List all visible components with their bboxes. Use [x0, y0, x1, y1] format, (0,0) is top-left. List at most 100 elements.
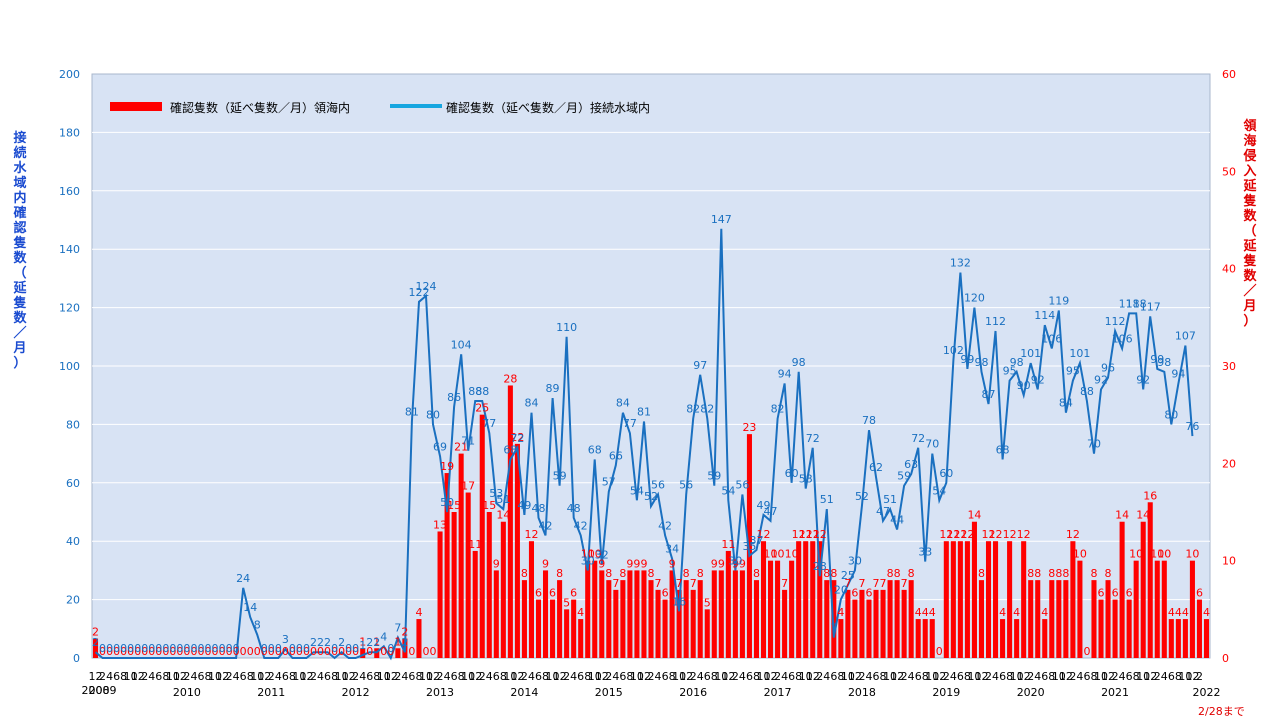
- line-value-label: 81: [405, 405, 419, 418]
- line-value-label: 117: [1140, 300, 1161, 313]
- month-tick-label: 6: [577, 670, 584, 683]
- month-tick-label: 2: [563, 670, 570, 683]
- bar-value-label: 0: [148, 645, 155, 658]
- axis-title-char: 領: [1243, 118, 1257, 134]
- bar: [950, 541, 956, 658]
- bar-value-label: 0: [155, 645, 162, 658]
- bar: [535, 599, 542, 658]
- month-tick-label: 6: [1041, 670, 1048, 683]
- month-tick-label: 10: [967, 670, 981, 683]
- year-label: 2015: [595, 686, 623, 699]
- bar: [437, 531, 443, 658]
- bar: [1091, 580, 1097, 658]
- right-tick-label: 50: [1222, 165, 1236, 178]
- left-tick-label: 80: [66, 418, 80, 431]
- line-value-label: 47: [764, 505, 778, 518]
- line-value-label: 82: [700, 403, 714, 416]
- month-tick-label: 6: [915, 670, 922, 683]
- line-value-label: 52: [855, 490, 869, 503]
- bar-value-label: 12: [946, 528, 960, 541]
- bar-value-label: 0: [162, 645, 169, 658]
- line-value-label: 124: [415, 280, 436, 293]
- bar-value-label: 0: [310, 645, 317, 658]
- axis-title-char: （: [1243, 223, 1256, 239]
- line-value-label: 97: [693, 359, 707, 372]
- bar-value-label: 0: [127, 645, 134, 658]
- month-tick-label: 12: [974, 670, 988, 683]
- bar-value-label: 6: [1098, 587, 1105, 600]
- line-value-label: 0: [219, 642, 226, 655]
- line-value-label: 2: [324, 636, 331, 649]
- axis-title-char: 海: [1243, 133, 1256, 149]
- bar: [1168, 619, 1174, 658]
- bar: [880, 589, 886, 658]
- bar-value-label: 0: [106, 645, 113, 658]
- bar: [92, 638, 99, 658]
- bar: [1077, 560, 1083, 658]
- bar: [521, 580, 527, 658]
- bar: [1112, 599, 1118, 658]
- bar: [571, 599, 577, 658]
- line-value-label: 50: [440, 496, 454, 509]
- line-value-label: 0: [289, 642, 296, 655]
- bar: [894, 580, 900, 658]
- month-tick-label: 6: [366, 670, 373, 683]
- month-tick-label: 4: [486, 670, 493, 683]
- month-tick-label: 8: [753, 670, 760, 683]
- bar-value-label: 4: [929, 606, 936, 619]
- month-tick-label: 2: [183, 670, 190, 683]
- month-tick-label: 8: [247, 670, 254, 683]
- bar-value-label: 7: [880, 577, 887, 590]
- bar: [1021, 541, 1027, 658]
- bar-value-label: 7: [655, 577, 662, 590]
- month-tick-label: 10: [1094, 670, 1108, 683]
- bar-value-label: 10: [785, 548, 799, 561]
- line-value-label: 94: [778, 368, 792, 381]
- month-tick-label: 8: [1048, 670, 1055, 683]
- month-tick-label: 8: [711, 670, 718, 683]
- bar-value-label: 0: [408, 645, 415, 658]
- bar-value-label: 14: [967, 509, 981, 522]
- month-tick-label: 12: [806, 670, 820, 683]
- month-tick-label: 8: [500, 670, 507, 683]
- bar: [866, 599, 872, 658]
- right-tick-label: 10: [1222, 555, 1236, 568]
- line-value-label: 0: [331, 642, 338, 655]
- left-axis-ticks: 0 20 40 60 80 100 120 140 160 180 200: [59, 68, 80, 665]
- month-tick-label: 12: [131, 670, 145, 683]
- bar-value-label: 0: [366, 645, 373, 658]
- month-tick-label: 10: [124, 670, 138, 683]
- bar-value-label: 10: [764, 548, 778, 561]
- bar-value-label: 0: [141, 645, 148, 658]
- line-value-label: 0: [275, 642, 282, 655]
- bar-value-label: 12: [806, 528, 820, 541]
- bar-value-label: 9: [732, 557, 739, 570]
- month-tick-label: 10: [419, 670, 433, 683]
- month-tick-label: 12: [468, 670, 482, 683]
- bar-value-label: 0: [99, 645, 106, 658]
- bar-value-label: 9: [493, 557, 500, 570]
- bar: [782, 589, 788, 658]
- bar: [1035, 580, 1041, 658]
- month-tick-label: 12: [510, 670, 524, 683]
- bar-value-label: 9: [669, 557, 676, 570]
- month-tick-label: 10: [461, 670, 475, 683]
- month-tick-label: 10: [546, 670, 560, 683]
- month-tick-label: 10: [377, 670, 391, 683]
- bar-value-label: 11: [468, 538, 482, 551]
- bar-value-label: 7: [690, 577, 697, 590]
- month-tick-label: 4: [317, 670, 324, 683]
- month-tick-label: 10: [1052, 670, 1066, 683]
- line-value-label: 0: [134, 642, 141, 655]
- line-value-label: 0: [352, 642, 359, 655]
- line-value-label: 52: [644, 490, 658, 503]
- bar-value-label: 0: [183, 645, 190, 658]
- legend-bar-swatch: [110, 102, 162, 111]
- line-value-label: 7: [394, 622, 401, 635]
- bar-value-label: 0: [422, 645, 429, 658]
- month-tick-label: 12: [215, 670, 229, 683]
- month-tick-label: 4: [823, 670, 830, 683]
- bar-value-label: 9: [598, 557, 605, 570]
- axis-title-char: 月: [1242, 299, 1256, 314]
- line-value-label: 48: [531, 502, 545, 515]
